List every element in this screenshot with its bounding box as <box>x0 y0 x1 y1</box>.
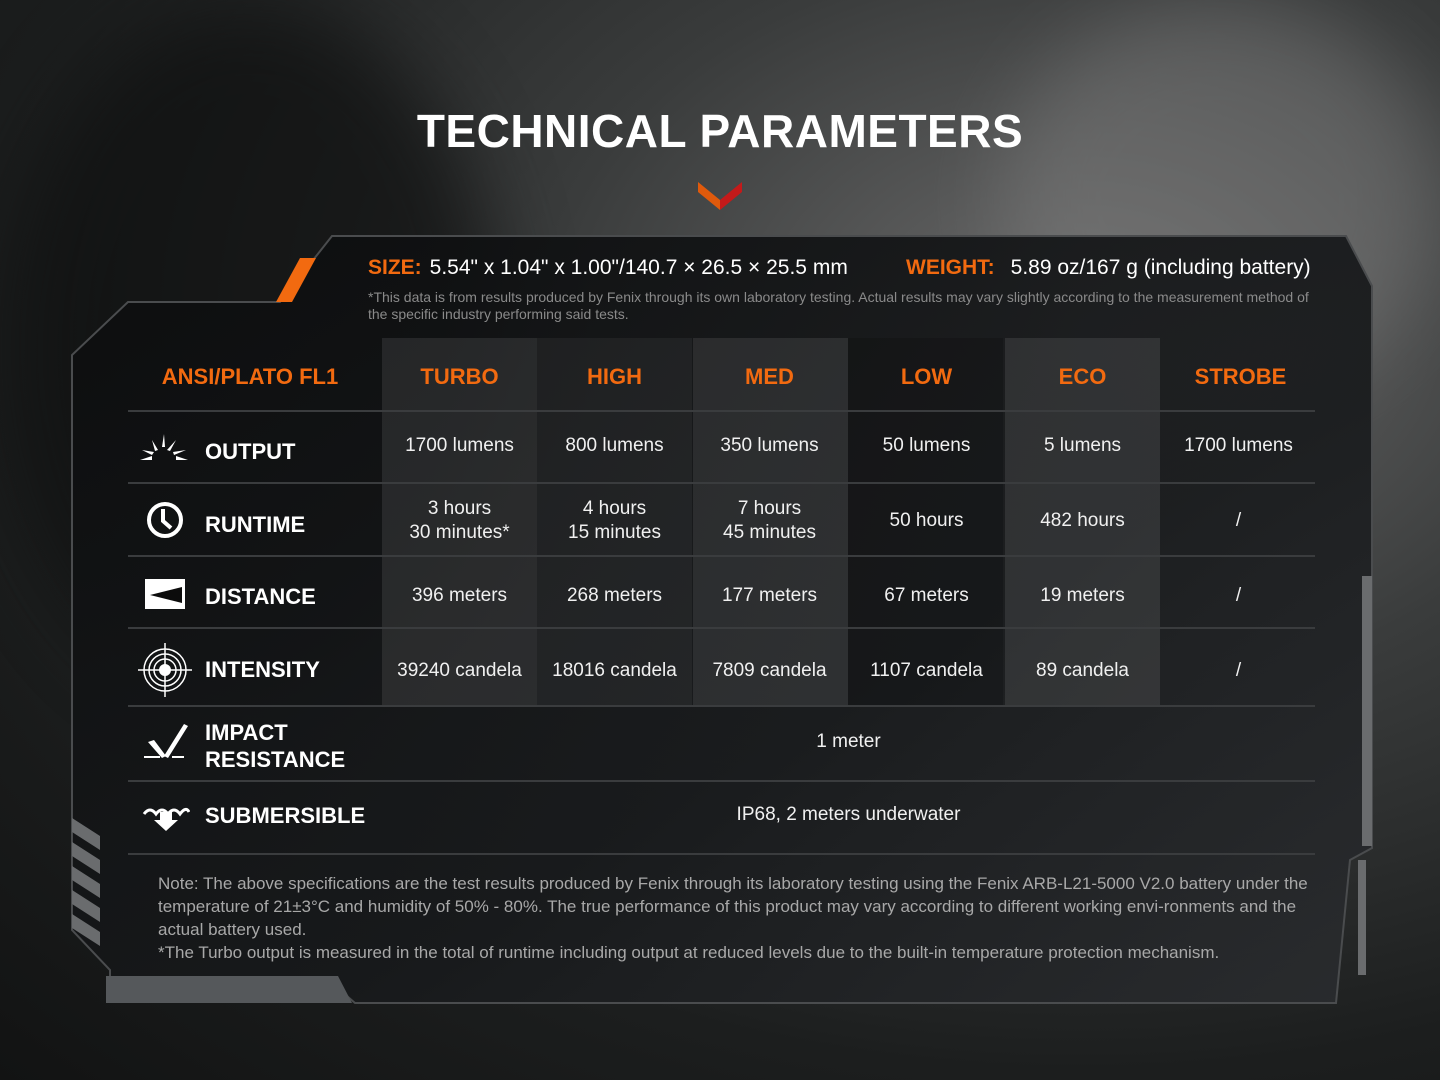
row-divider <box>128 705 1315 707</box>
row-label-distance: DISTANCE <box>205 584 316 609</box>
row-divider <box>128 627 1315 629</box>
weight-value: 5.89 oz/167 g (including battery) <box>1010 256 1311 279</box>
table-cell: 7809 candela <box>712 660 827 681</box>
table-cell: 268 meters <box>566 585 663 606</box>
chevron-down-icon <box>698 182 742 210</box>
table-cell: 7 hours 45 minutes <box>723 498 816 543</box>
table-cell: 19 meters <box>1040 585 1125 606</box>
header-strobe: STROBE <box>1194 364 1287 389</box>
table-cell: 1107 candela <box>870 660 983 681</box>
header-high: HIGH <box>587 364 642 389</box>
row-divider <box>128 410 1315 412</box>
table-cell: 4 hours 15 minutes <box>568 498 661 543</box>
table-cell: / <box>1235 510 1242 531</box>
table-cell: 1700 lumens <box>1184 435 1293 456</box>
table-cell: 50 hours <box>889 510 964 531</box>
water-icon <box>142 807 190 831</box>
header-standard: ANSI/PLATO FL1 <box>161 364 339 389</box>
column-shade-turbo <box>382 338 537 705</box>
table-cell: / <box>1235 585 1242 606</box>
table-cell: / <box>1235 660 1242 681</box>
measurement-disclaimer: *This data is from results produced by F… <box>368 289 1309 322</box>
impact-icon <box>144 724 188 758</box>
row-label-submersible: SUBMERSIBLE <box>205 803 366 828</box>
column-shade-low <box>848 338 1003 705</box>
page-title: TECHNICAL PARAMETERS <box>416 105 1024 157</box>
weight-spec: WEIGHT: 5.89 oz/167 g (including battery) <box>906 256 1311 280</box>
row-divider <box>128 780 1315 782</box>
table-cell: 39240 candela <box>397 660 522 681</box>
table-cell: 800 lumens <box>565 435 664 456</box>
column-shade-eco <box>1005 338 1160 705</box>
table-cell: 50 lumens <box>882 435 971 456</box>
beam-distance-icon <box>145 579 185 609</box>
table-cell: 89 candela <box>1036 660 1129 681</box>
column-shade-high <box>537 338 692 705</box>
submersible-value: IP68, 2 meters underwater <box>736 804 961 825</box>
table-cell: 18016 candela <box>552 660 677 681</box>
size-spec: SIZE: 5.54" x 1.04" x 1.00"/140.7 × 26.5 … <box>368 256 848 280</box>
header-eco: ECO <box>1058 364 1107 389</box>
burst-icon <box>140 434 188 460</box>
size-value: 5.54" x 1.04" x 1.00"/140.7 × 26.5 × 25.… <box>429 256 848 279</box>
target-icon <box>138 643 192 697</box>
footnote: Note: The above specifications are the t… <box>158 874 1308 962</box>
row-label-intensity: INTENSITY <box>205 657 320 682</box>
table-cell: 396 meters <box>411 585 508 606</box>
row-divider <box>128 482 1315 484</box>
row-divider <box>128 853 1315 855</box>
table-cell: 5 lumens <box>1043 435 1122 456</box>
row-label-runtime: RUNTIME <box>205 512 306 537</box>
row-label-output: OUTPUT <box>205 439 296 464</box>
row-label-impact: IMPACT RESISTANCE <box>205 720 346 772</box>
impact-value: 1 meter <box>816 731 881 752</box>
header-low: LOW <box>900 364 953 389</box>
table-cell: 67 meters <box>884 585 969 606</box>
weight-label: WEIGHT: <box>906 256 995 279</box>
table-cell: 482 hours <box>1040 510 1125 531</box>
table-cell: 177 meters <box>721 585 818 606</box>
header-turbo: TURBO <box>420 364 499 389</box>
table-cell: 3 hours 30 minutes* <box>409 498 510 543</box>
clock-icon <box>147 502 183 538</box>
column-shade-med <box>693 338 848 705</box>
size-label: SIZE: <box>368 256 422 279</box>
row-divider <box>128 555 1315 557</box>
header-med: MED <box>745 364 794 389</box>
table-cell: 1700 lumens <box>405 435 514 456</box>
table-cell: 350 lumens <box>720 435 819 456</box>
